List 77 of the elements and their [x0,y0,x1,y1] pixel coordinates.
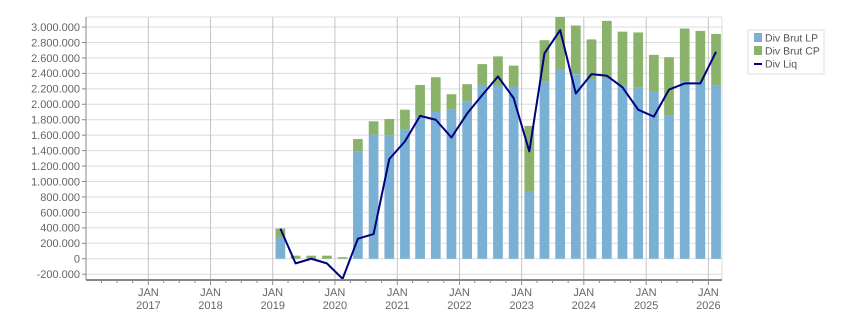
y-tick-label: 400.000 [40,222,80,235]
y-tick-label: 2.400.000 [31,68,80,80]
bar [462,101,472,259]
bar [477,64,488,85]
x-tick-label: JAN 2026 [696,287,721,312]
y-tick-label: 0 [74,254,80,266]
x-tick-label: JAN 2021 [385,287,410,312]
bar [400,110,410,130]
line-series [279,29,718,280]
y-tick-label: 200.000 [40,238,80,250]
legend-label: Div Brut CP [765,46,820,58]
bar [664,115,674,259]
bar [415,84,425,117]
x-tick-label: JAN 2020 [322,287,348,312]
y-tick-label: 1.600.000 [31,130,80,142]
x-tick-label: JAN 2024 [572,287,596,312]
bar [602,78,612,259]
bar [400,130,410,259]
bar [664,57,674,116]
y-tick-label: -200.000 [36,269,80,282]
bar [633,87,644,259]
legend-label: Div Brut LP [765,32,818,45]
y-tick-label: 3.000.000 [31,22,80,34]
bar [555,70,565,259]
bar [508,66,518,87]
y-tick-label: 2.200.000 [31,84,80,96]
y-tick-label: 1.200.000 [31,160,80,173]
bar [276,238,286,259]
bar [711,86,721,259]
bar [430,112,441,259]
bar [711,34,721,86]
bar [586,39,596,80]
x-tick-label: JAN 2025 [634,287,658,312]
bar [384,118,394,136]
bar [446,110,456,259]
bar [570,25,581,74]
y-tick-label: 1.400.000 [31,145,80,158]
bar [477,84,488,259]
y-tick-label: 2.800.000 [31,37,80,50]
bar [649,92,659,259]
x-tick-label: JAN 2022 [447,287,472,312]
bar [602,20,612,78]
x-tick-label: JAN 2017 [136,287,161,312]
bar [353,151,363,259]
bar [696,82,706,259]
bar [446,94,456,110]
bar [322,256,332,259]
bar [508,86,518,259]
x-tick-label: JAN 2023 [509,287,534,312]
bar [384,135,394,259]
x-tick-label: JAN 2019 [260,287,285,312]
bar [353,139,363,152]
x-tick-label: JAN 2018 [198,287,223,312]
bar [618,86,628,259]
bar [633,32,644,88]
bar [618,32,628,86]
bar [586,80,596,259]
bar [493,84,503,259]
y-tick-label: 1.000.000 [31,176,80,188]
bar [368,134,378,259]
bar [524,192,534,259]
y-tick-label: 1.800.000 [31,114,80,127]
legend-label: Div Liq [765,58,798,71]
bar [680,28,690,82]
bar [415,116,425,259]
bar [696,30,706,82]
y-tick-label: 800.000 [40,192,80,204]
bar [680,81,690,259]
bar [540,81,550,259]
bar [649,54,659,92]
y-tick-label: 2.600.000 [31,52,80,65]
bar [368,121,378,134]
y-tick-label: 600.000 [40,207,80,220]
y-tick-label: 2.000.000 [31,99,80,112]
bar [570,74,581,259]
bar [430,77,441,112]
bar [462,84,472,102]
